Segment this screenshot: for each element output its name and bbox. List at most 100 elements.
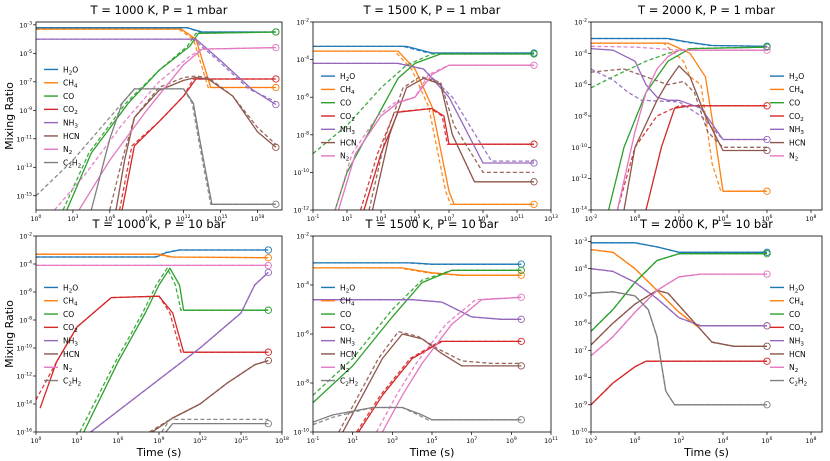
- y-tick-label: 10-10: [293, 428, 309, 437]
- legend-label-co2: CO2: [789, 323, 804, 334]
- panel-3: T = 2000 K, P = 1 mbar 10-2 100 102 104 106 10…: [571, 3, 823, 223]
- legend-label-ch4: CH4: [63, 79, 78, 90]
- series-line-nh3-dashed: [313, 299, 522, 320]
- endpoint-marker-co: [517, 266, 525, 274]
- y-tick-label: 10-4: [296, 55, 309, 64]
- x-tick-label: 105: [410, 214, 421, 223]
- endpoint-marker-co2: [763, 102, 771, 110]
- x-tick-label: 105: [427, 436, 438, 445]
- y-tick-label: 10-3: [574, 237, 587, 246]
- series-line-hcn-dashed: [368, 75, 534, 210]
- x-tick-label: 1015: [214, 214, 228, 223]
- legend: H2O CH4 CO CO2 NH3 HCN N2 C2H2: [321, 283, 358, 387]
- legend-label-ch4: CH4: [340, 297, 355, 308]
- endpoint-marker-n2: [763, 46, 771, 54]
- legend-label-ch4: CH4: [340, 85, 355, 96]
- y-tick-label: 10-16: [16, 428, 32, 437]
- series-line-nh3-solid: [591, 47, 767, 141]
- series-line-ch4-dashed: [313, 50, 534, 206]
- x-axis-label: Time (s): [409, 446, 455, 459]
- endpoint-marker-c2h2: [272, 200, 280, 208]
- x-tick-label: 1018: [250, 214, 264, 223]
- legend-label-ch4: CH4: [789, 297, 804, 308]
- endpoint-marker-co2: [763, 357, 771, 365]
- legend-label-hcn: HCN: [789, 138, 806, 147]
- endpoint-marker-co2: [264, 348, 272, 356]
- series-line-nh3-dashed: [36, 38, 277, 103]
- legend-label-n2: N2: [789, 363, 798, 374]
- y-tick-label: 10-12: [293, 206, 309, 215]
- legend-label-co2: CO2: [340, 323, 355, 334]
- x-tick-label: 104: [718, 436, 729, 445]
- y-tick-label: 10-7: [19, 77, 32, 86]
- y-tick-label: 10-12: [16, 372, 32, 381]
- series-line-nh3-dashed: [591, 68, 767, 141]
- endpoint-marker-co2: [272, 75, 280, 83]
- series-line-h2o-dashed: [36, 27, 276, 33]
- legend-label-nh3: NH3: [789, 336, 804, 347]
- endpoint-marker-n2: [264, 261, 272, 270]
- y-tick-label: 10-2: [296, 232, 309, 241]
- y-tick-label: 10-15: [16, 191, 32, 200]
- series-line-hcn-solid: [371, 77, 534, 210]
- y-tick-label: 10-10: [16, 344, 32, 353]
- y-tick-label: 10-3: [19, 20, 32, 29]
- x-tick-label: 102: [674, 436, 685, 445]
- y-tick-label: 10-8: [19, 316, 32, 325]
- series-line-co2-solid: [358, 340, 522, 432]
- x-tick-label: 10-2: [585, 214, 598, 223]
- x-tick-label: 102: [674, 214, 685, 223]
- series-line-ch4-solid: [591, 248, 767, 327]
- x-tick-label: 106: [762, 214, 773, 223]
- series-group: [36, 27, 280, 210]
- series-line-hcn-dashed: [149, 359, 269, 432]
- series-line-h2o-dashed: [313, 45, 534, 54]
- x-tick-label: 107: [444, 214, 455, 223]
- x-tick-label: 106: [762, 436, 773, 445]
- series-line-hcn-solid: [115, 76, 277, 210]
- series-line-co-dashed: [62, 31, 276, 210]
- x-axis-label: Time (s): [683, 446, 729, 459]
- legend-label-co: CO: [340, 99, 351, 108]
- legend-label-ch4: CH4: [789, 85, 804, 96]
- endpoint-marker-c2h2: [264, 419, 272, 428]
- x-tick-label: 107: [466, 436, 477, 445]
- x-tick-label: 1018: [275, 436, 289, 445]
- legend-label-c2h2: C2H2: [789, 376, 807, 387]
- endpoint-marker-hcn: [272, 143, 280, 151]
- legend-label-n2: N2: [789, 152, 798, 163]
- y-tick-label: 10-4: [19, 260, 32, 269]
- series-line-n2-solid: [78, 46, 276, 210]
- panel-title: T = 1000 K, P = 10 bar: [92, 217, 226, 231]
- x-tick-label: 106: [113, 436, 124, 445]
- y-tick-label: 10-6: [574, 319, 587, 328]
- endpoint-marker-hcn: [530, 178, 538, 186]
- x-tick-label: 1011: [510, 214, 524, 223]
- legend-label-nh3: NH3: [63, 118, 78, 129]
- panel-title: T = 1000 K, P = 1 mbar: [90, 3, 228, 17]
- legend: H2O CH4 CO CO2 NH3 HCN N2: [770, 72, 806, 163]
- endpoint-marker-nh3: [530, 159, 538, 167]
- y-tick-label: 10-10: [571, 428, 587, 437]
- series-line-n2-dashed: [591, 273, 767, 357]
- series-line-co-solid: [83, 267, 269, 432]
- series-line-hcn-dashed: [109, 75, 277, 210]
- panel-title: T = 1500 K, P = 10 bar: [365, 217, 499, 231]
- x-tick-label: 101: [342, 214, 353, 223]
- legend-label-hcn: HCN: [63, 350, 80, 359]
- series-line-h2o-dashed: [36, 249, 269, 258]
- x-tick-label: 1011: [544, 436, 558, 445]
- endpoint-marker-nh3: [272, 100, 280, 109]
- axes-frame: [312, 21, 552, 211]
- legend-label-c2h2: C2H2: [63, 376, 81, 387]
- series-group: [591, 242, 771, 409]
- legend-label-co2: CO2: [63, 105, 78, 116]
- legend: H2O CH4 CO CO2 NH3 HCN N2: [321, 72, 357, 163]
- series-line-nh3-dashed: [90, 271, 269, 432]
- series-line-co-solid: [334, 53, 534, 210]
- series-line-h2o-dashed: [591, 242, 767, 253]
- endpoint-marker-nh3: [517, 315, 525, 323]
- endpoint-marker-hcn: [517, 362, 525, 370]
- y-axis-label: Mixing Ratio: [3, 300, 16, 368]
- legend-label-c2h2: C2H2: [63, 158, 81, 169]
